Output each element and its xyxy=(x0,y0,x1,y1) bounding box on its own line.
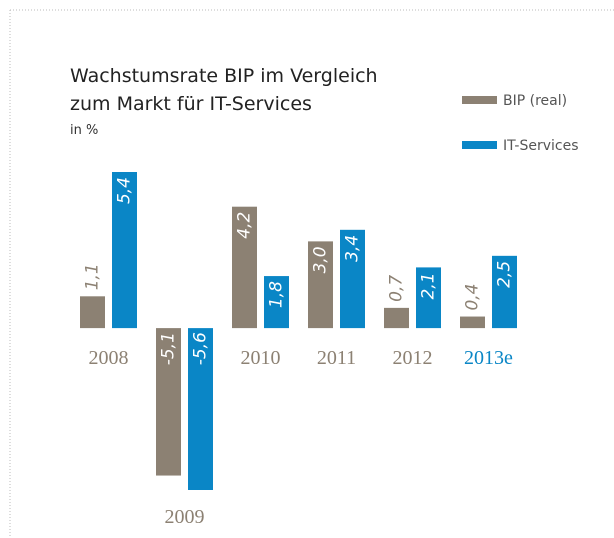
bar xyxy=(264,276,289,329)
x-tick-label: 2013e xyxy=(464,347,513,369)
value-label: 1,1 xyxy=(83,263,103,290)
x-tick-label: 2010 xyxy=(241,347,281,369)
bar xyxy=(112,172,137,329)
value-label: 2,1 xyxy=(419,272,439,299)
bar xyxy=(156,328,181,476)
bar xyxy=(232,206,257,329)
value-label: 5,4 xyxy=(115,177,135,204)
chart-subtitle: in % xyxy=(70,123,98,138)
value-label: 3,0 xyxy=(311,246,331,273)
value-label: 2,5 xyxy=(495,261,515,288)
value-label: 4,2 xyxy=(235,212,255,239)
x-tick-label: 2011 xyxy=(317,347,356,369)
x-tick-label: 2012 xyxy=(393,347,433,369)
x-tick-label: 2009 xyxy=(165,506,205,528)
bar xyxy=(460,316,485,329)
x-tick-label: 2008 xyxy=(89,347,129,369)
bar xyxy=(80,296,105,329)
bar xyxy=(416,267,441,329)
bar xyxy=(188,328,213,490)
chart-title: zum Markt für IT-Services xyxy=(70,93,312,115)
bar xyxy=(384,307,409,329)
legend-label: IT-Services xyxy=(503,138,578,154)
chart-title: Wachstumsrate BIP im Vergleich xyxy=(70,65,378,87)
value-label: -5,6 xyxy=(191,332,211,365)
value-label: 3,4 xyxy=(343,235,363,262)
legend-swatch xyxy=(462,141,497,149)
value-label: 1,8 xyxy=(267,281,287,308)
bar xyxy=(308,241,333,329)
value-label: 0,4 xyxy=(463,283,483,310)
bar xyxy=(492,255,517,329)
value-label: 0,7 xyxy=(387,275,407,302)
legend-label: BIP (real) xyxy=(503,93,567,109)
legend-swatch xyxy=(462,96,497,104)
bar xyxy=(340,229,365,329)
value-label: -5,1 xyxy=(159,332,179,365)
